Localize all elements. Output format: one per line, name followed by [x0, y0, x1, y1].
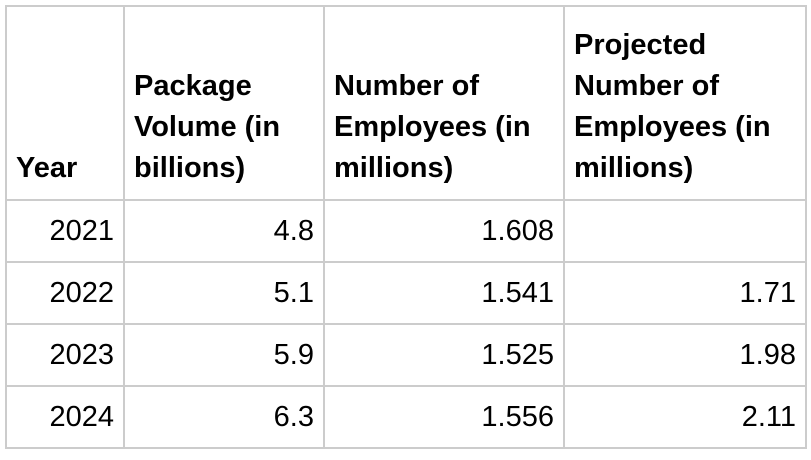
column-header-projected-number-of-employees: Projected Number of Employees (in millio… [563, 5, 807, 201]
cell-number-of-employees: 1.608 [323, 199, 565, 263]
cell-package-volume: 5.9 [123, 323, 325, 387]
column-header-number-of-employees: Number of Employees (in millions) [323, 5, 565, 201]
cell-year: 2021 [5, 199, 125, 263]
cell-year: 2023 [5, 323, 125, 387]
table-header-row: Year Package Volume (in billions) Number… [5, 5, 807, 201]
cell-projected-number-of-employees [563, 199, 807, 263]
cell-number-of-employees: 1.541 [323, 261, 565, 325]
data-table: Year Package Volume (in billions) Number… [5, 5, 807, 449]
cell-package-volume: 4.8 [123, 199, 325, 263]
table-row-2023: 2023 5.9 1.525 1.98 [5, 323, 807, 387]
cell-package-volume: 5.1 [123, 261, 325, 325]
table-row-2021: 2021 4.8 1.608 [5, 199, 807, 263]
cell-package-volume: 6.3 [123, 385, 325, 449]
cell-number-of-employees: 1.525 [323, 323, 565, 387]
cell-projected-number-of-employees: 1.71 [563, 261, 807, 325]
table-row-2024: 2024 6.3 1.556 2.11 [5, 385, 807, 449]
cell-projected-number-of-employees: 1.98 [563, 323, 807, 387]
cell-number-of-employees: 1.556 [323, 385, 565, 449]
cell-year: 2024 [5, 385, 125, 449]
table-row-2022: 2022 5.1 1.541 1.71 [5, 261, 807, 325]
cell-projected-number-of-employees: 2.11 [563, 385, 807, 449]
cell-year: 2022 [5, 261, 125, 325]
column-header-package-volume: Package Volume (in billions) [123, 5, 325, 201]
column-header-year: Year [5, 5, 125, 201]
